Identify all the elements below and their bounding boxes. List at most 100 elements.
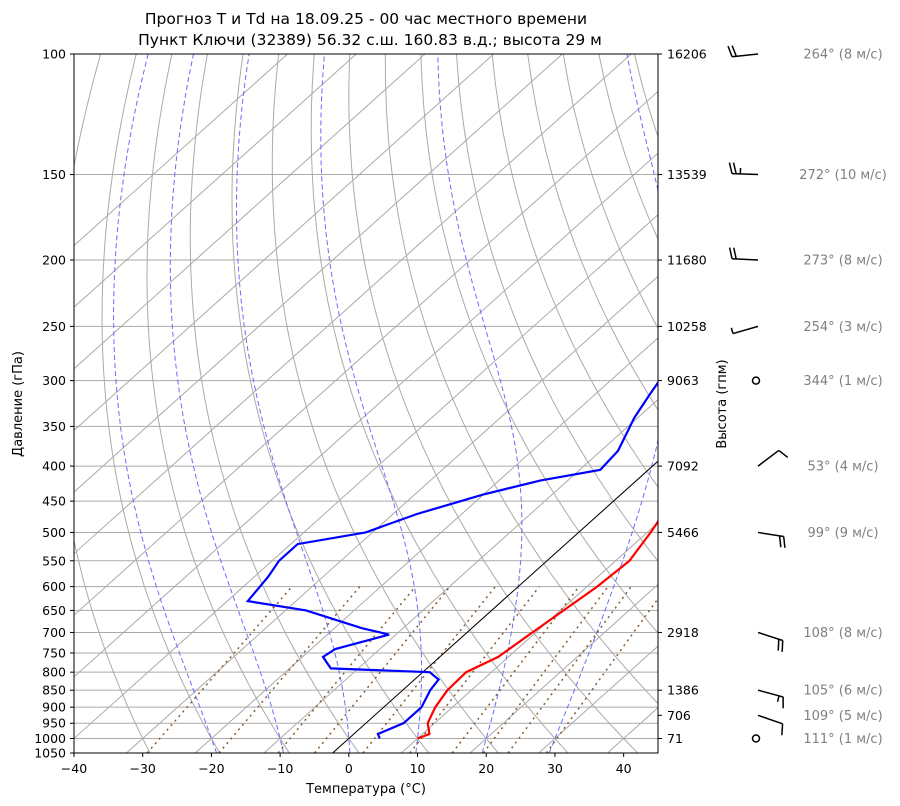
mixing-ratio-line <box>146 586 293 753</box>
dry-adiabat-line <box>456 54 658 562</box>
wind-label: 105° (6 м/с) <box>803 684 882 699</box>
barb-staff <box>732 325 759 335</box>
y-axis-label: Давление (гПа) <box>11 351 26 457</box>
barb-staff <box>757 449 780 467</box>
isotherm-line <box>74 54 426 370</box>
height-axis-label: Высота (гпм) <box>715 359 730 448</box>
x-tick-label: 30 <box>547 761 563 776</box>
barb-flag <box>782 536 786 548</box>
isotherm-line <box>401 522 658 753</box>
dry-adiabat-line <box>420 54 658 634</box>
isotherm-line <box>194 337 658 753</box>
mixing-ratio-line <box>545 597 658 753</box>
height-tick-label: 2918 <box>667 625 699 640</box>
height-tick-label: 7092 <box>667 459 699 474</box>
barb-half-flag <box>776 695 780 702</box>
dry-adiabat-line <box>527 54 658 411</box>
height-tick-label: 9063 <box>667 373 699 388</box>
y-tick-label: 750 <box>42 645 66 660</box>
dry-adiabat-line <box>884 54 900 753</box>
isotherm-line <box>263 398 658 753</box>
dry-adiabat-line <box>777 54 900 753</box>
y-tick-label: 1050 <box>34 746 66 761</box>
height-tick-label: 10258 <box>667 319 707 334</box>
mixing-ratio-line <box>482 586 609 753</box>
wind-label: 264° (8 м/с) <box>803 48 882 63</box>
dry-adiabat-line <box>101 54 221 753</box>
y-tick-label: 500 <box>42 525 66 540</box>
y-tick-label: 600 <box>42 579 66 594</box>
zero-isotherm-line <box>332 460 658 753</box>
dry-adiabat-line <box>348 54 639 753</box>
barb-flag <box>781 723 784 736</box>
x-tick-label: 10 <box>410 761 426 776</box>
y-tick-label: 100 <box>42 47 66 62</box>
wind-label: 344° (1 м/с) <box>803 374 882 389</box>
chart-title: Прогноз T и Td на 18.09.25 - 00 час мест… <box>145 10 587 28</box>
dry-adiabat-line <box>670 54 900 753</box>
dry-adiabat-line <box>146 54 290 753</box>
y-tick-label: 800 <box>42 665 66 680</box>
dry-adiabat-line <box>189 54 360 753</box>
wind-label: 272° (10 м/с) <box>799 168 887 183</box>
moist-adiabat-line <box>169 54 285 753</box>
height-tick-label: 1386 <box>667 683 699 698</box>
dry-adiabat-line <box>74 54 151 753</box>
height-tick-label: 71 <box>667 731 683 746</box>
chart-subtitle: Пункт Ключи (32389) 56.32 с.ш. 160.83 в.… <box>138 31 602 49</box>
moist-adiabat-line <box>320 54 423 753</box>
barb-staff <box>731 172 759 176</box>
wind-label: 108° (8 м/с) <box>803 626 882 641</box>
mixing-ratio-line <box>507 586 632 753</box>
y-tick-label: 700 <box>42 625 66 640</box>
y-tick-label: 900 <box>42 700 66 715</box>
barb-flag <box>727 45 733 57</box>
dry-adiabat-line <box>310 54 569 753</box>
dewpoint-line <box>245 380 658 739</box>
isotherm-line <box>74 54 632 555</box>
y-tick-label: 650 <box>42 603 66 618</box>
temperature-line <box>417 519 658 740</box>
dry-adiabat-line <box>812 54 900 753</box>
wind-barb <box>757 689 784 709</box>
barb-staff <box>732 53 759 58</box>
plot-grid <box>74 54 900 753</box>
wind-barb <box>730 325 759 335</box>
barb-flag <box>732 162 737 174</box>
dry-adiabat-line <box>848 54 900 753</box>
wind-barb <box>751 734 761 743</box>
y-tick-label: 400 <box>42 459 66 474</box>
isotherm-line <box>74 90 658 616</box>
wind-column: 264° (8 м/с) 272° (10 м/с) 273° (8 м/с) 254… <box>727 45 887 747</box>
x-axis-label: Температура (°C) <box>305 782 426 797</box>
isotherm-line <box>74 152 658 678</box>
dry-adiabat-line <box>741 54 900 753</box>
y-tick-label: 1000 <box>34 731 66 746</box>
calm-marker <box>751 376 761 385</box>
wind-label: 99° (9 м/с) <box>807 526 878 541</box>
height-tick-label: 706 <box>667 708 691 723</box>
isotherm-line <box>676 54 900 753</box>
barb-flag <box>778 449 789 459</box>
barb-flag <box>728 247 733 259</box>
profile-lines <box>245 380 658 740</box>
wind-label: 111° (1 м/с) <box>803 732 882 747</box>
y-tick-label: 950 <box>42 716 66 731</box>
barb-staff <box>757 714 783 725</box>
plot-frame <box>73 53 659 754</box>
wind-label: 53° (4 м/с) <box>807 460 878 475</box>
y-tick-label: 850 <box>42 683 66 698</box>
wind-label: 273° (8 м/с) <box>803 254 882 269</box>
dry-adiabat-line <box>706 54 900 753</box>
barb-flag <box>728 162 733 174</box>
wind-barb <box>757 449 789 467</box>
dry-adiabat-line <box>384 54 658 705</box>
isotherm-line <box>74 54 357 308</box>
x-tick-label: −20 <box>198 761 224 776</box>
dry-adiabat-line <box>271 54 499 753</box>
barb-flag <box>781 640 784 652</box>
barb-staff <box>731 257 759 261</box>
dry-adiabat-line <box>633 54 658 139</box>
barb-flag <box>733 247 737 260</box>
